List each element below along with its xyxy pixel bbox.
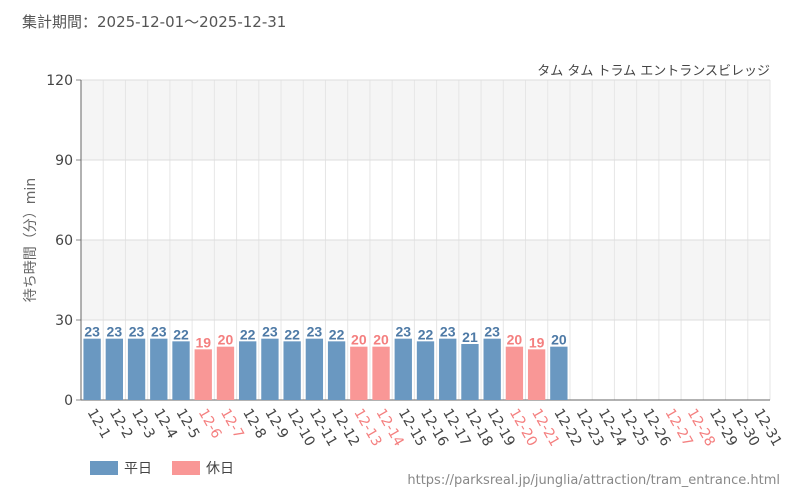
legend-swatch-weekday bbox=[90, 461, 118, 475]
y-tick-label: 0 bbox=[64, 393, 73, 409]
bar-12-4 bbox=[150, 338, 168, 400]
bar-value-label: 20 bbox=[218, 332, 234, 348]
bar-12-6 bbox=[194, 349, 212, 400]
attraction-name: タム タム トラム エントランスビレッジ bbox=[537, 64, 770, 79]
legend-item-holiday: 休日 bbox=[172, 458, 234, 478]
bar-12-9 bbox=[261, 338, 279, 400]
bar-value-label: 23 bbox=[395, 324, 411, 340]
bar-12-15 bbox=[394, 338, 412, 400]
bar-value-label: 23 bbox=[107, 324, 123, 340]
bar-value-label: 23 bbox=[84, 324, 100, 340]
bar-value-label: 20 bbox=[373, 332, 389, 348]
bar-12-19 bbox=[483, 338, 501, 400]
y-axis-title: 待ち時間（分）min bbox=[23, 178, 39, 302]
bar-value-label: 23 bbox=[129, 324, 145, 340]
bar-12-17 bbox=[439, 338, 457, 400]
bar-12-22 bbox=[550, 346, 568, 400]
bar-value-label: 23 bbox=[484, 324, 500, 340]
grid-band bbox=[81, 240, 770, 320]
legend-label-weekday: 平日 bbox=[124, 461, 152, 477]
y-tick-label: 120 bbox=[46, 73, 73, 89]
bar-value-label: 19 bbox=[529, 334, 545, 350]
y-tick-label: 60 bbox=[55, 233, 73, 249]
bar-12-18 bbox=[461, 344, 479, 400]
bar-value-label: 20 bbox=[507, 332, 523, 348]
bar-12-5 bbox=[172, 341, 190, 400]
bar-12-14 bbox=[372, 346, 390, 400]
bar-value-label: 23 bbox=[307, 324, 323, 340]
bar-value-label: 21 bbox=[462, 329, 478, 345]
bar-12-3 bbox=[127, 338, 146, 400]
bar-12-11 bbox=[305, 338, 324, 400]
legend-label-holiday: 休日 bbox=[206, 461, 234, 477]
bar-12-13 bbox=[350, 346, 368, 400]
bar-value-label: 22 bbox=[240, 326, 256, 342]
bar-value-label: 22 bbox=[173, 326, 189, 342]
bar-value-label: 23 bbox=[151, 324, 167, 340]
bar-value-label: 22 bbox=[284, 326, 300, 342]
bar-value-label: 19 bbox=[195, 334, 211, 350]
collection-period: 集計期間：2025-12-01～2025-12-31 bbox=[22, 13, 287, 31]
bar-12-1 bbox=[83, 338, 101, 400]
bar-12-21 bbox=[527, 349, 546, 400]
bar-12-16 bbox=[416, 341, 435, 400]
chart-legend: 平日 休日 bbox=[90, 458, 254, 478]
bar-12-10 bbox=[283, 341, 301, 400]
source-url: https://parksreal.jp/junglia/attraction/… bbox=[407, 473, 780, 488]
bar-value-label: 22 bbox=[329, 326, 345, 342]
legend-swatch-holiday bbox=[172, 461, 200, 475]
bar-value-label: 23 bbox=[262, 324, 278, 340]
bar-value-label: 20 bbox=[351, 332, 367, 348]
y-tick-label: 30 bbox=[55, 313, 73, 329]
bar-12-20 bbox=[505, 346, 524, 400]
legend-item-weekday: 平日 bbox=[90, 458, 152, 478]
bar-value-label: 23 bbox=[440, 324, 456, 340]
bar-12-8 bbox=[239, 341, 257, 400]
bar-12-2 bbox=[105, 338, 124, 400]
bar-value-label: 22 bbox=[418, 326, 434, 342]
grid-band bbox=[81, 80, 770, 160]
bar-12-7 bbox=[216, 346, 235, 400]
bar-12-12 bbox=[327, 341, 346, 400]
bar-value-label: 20 bbox=[551, 332, 567, 348]
y-tick-label: 90 bbox=[55, 153, 73, 169]
